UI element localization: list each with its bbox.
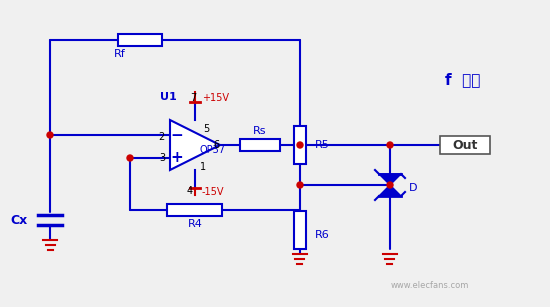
Text: +15V: +15V	[202, 93, 229, 103]
Text: U1: U1	[160, 92, 177, 102]
FancyBboxPatch shape	[118, 34, 162, 46]
Text: 6: 6	[213, 140, 219, 150]
Text: 2: 2	[159, 132, 165, 142]
FancyBboxPatch shape	[240, 139, 280, 151]
FancyBboxPatch shape	[440, 136, 490, 154]
FancyBboxPatch shape	[294, 126, 306, 164]
Text: 7: 7	[190, 93, 196, 103]
Circle shape	[387, 142, 393, 148]
Polygon shape	[379, 174, 401, 185]
Text: OP37: OP37	[200, 145, 226, 155]
Circle shape	[297, 182, 303, 188]
FancyBboxPatch shape	[168, 204, 223, 216]
Text: Rf: Rf	[114, 49, 126, 59]
Polygon shape	[170, 120, 220, 170]
Text: Cx: Cx	[11, 213, 28, 227]
Text: −: −	[170, 127, 183, 142]
Text: -15V: -15V	[202, 187, 224, 197]
Text: R4: R4	[188, 219, 202, 229]
Text: R5: R5	[315, 140, 330, 150]
Text: 4: 4	[187, 186, 193, 196]
Text: R6: R6	[315, 230, 330, 240]
Text: 5: 5	[203, 124, 209, 134]
Text: www.elecfans.com: www.elecfans.com	[391, 281, 469, 290]
Text: D: D	[409, 183, 417, 193]
Circle shape	[47, 132, 53, 138]
Text: 1: 1	[200, 162, 206, 172]
Polygon shape	[379, 185, 401, 196]
Circle shape	[127, 155, 133, 161]
Text: 3: 3	[159, 153, 165, 163]
Text: +: +	[170, 150, 183, 165]
Text: f  方波: f 方波	[445, 72, 480, 87]
Text: Out: Out	[452, 138, 478, 151]
Circle shape	[297, 142, 303, 148]
Text: Rs: Rs	[253, 126, 267, 136]
Circle shape	[387, 182, 393, 188]
FancyBboxPatch shape	[294, 211, 306, 249]
